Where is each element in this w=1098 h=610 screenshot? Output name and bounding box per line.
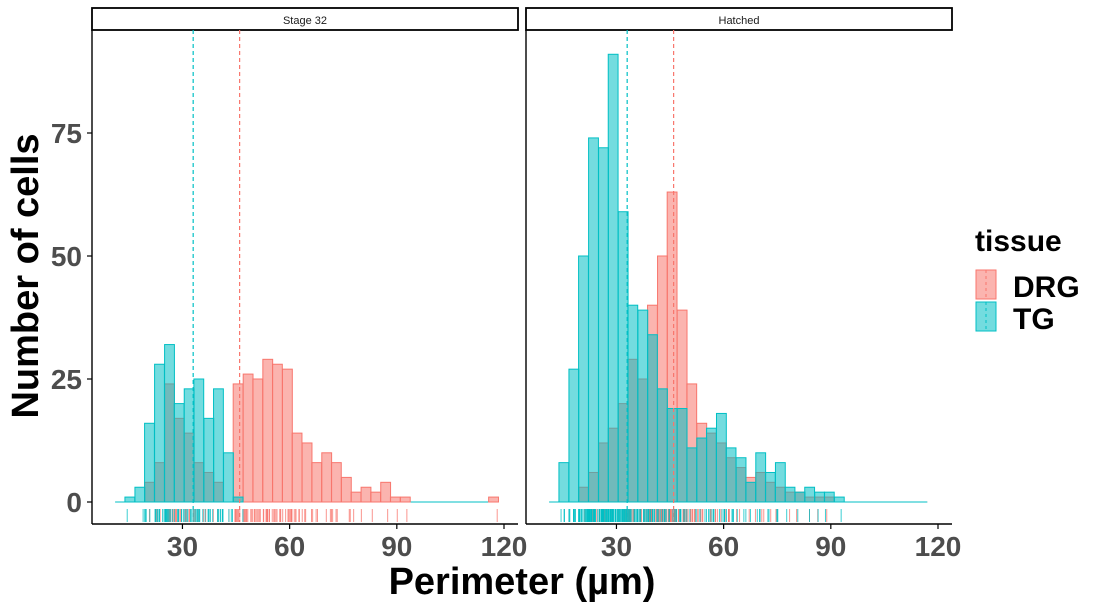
legend-key-drg	[975, 269, 997, 300]
bar-tg	[755, 452, 767, 503]
bar-tg	[134, 486, 146, 503]
bar-tg	[598, 147, 609, 503]
bar-tg	[213, 388, 224, 503]
bar-tg	[657, 388, 668, 503]
bar-tg	[193, 378, 205, 503]
bar-tg	[745, 481, 757, 503]
bar-tg	[144, 422, 155, 503]
x-tick-label: 30	[601, 531, 632, 562]
bar-tg	[686, 447, 698, 503]
bar-drg	[281, 368, 293, 503]
strip-label-hatched: Hatched	[719, 15, 760, 27]
bar-tg	[784, 486, 796, 503]
bar-tg	[823, 491, 835, 503]
bar-tg	[814, 491, 826, 503]
bar-drg	[252, 378, 264, 503]
bar-drg	[350, 491, 362, 503]
bar-tg	[203, 417, 215, 503]
series-tg	[558, 53, 845, 503]
strip-stage-32: Stage 32	[91, 7, 519, 31]
y-tick-label: 25	[51, 364, 82, 395]
x-tick-label: 90	[815, 531, 846, 562]
x-tick-label: 30	[167, 531, 198, 562]
bar-drg	[311, 462, 323, 503]
rug-tg	[560, 509, 842, 522]
bar-drg	[488, 496, 499, 503]
legend-key-tg	[975, 301, 997, 332]
bar-drg	[271, 363, 283, 503]
bar-tg	[124, 496, 136, 503]
bar-drg	[380, 481, 392, 503]
bar-drg	[232, 383, 244, 503]
bar-drg	[301, 442, 313, 503]
bar-drg	[242, 373, 254, 503]
bar-drg	[360, 486, 372, 503]
bar-tg	[715, 412, 727, 503]
bar-drg	[389, 496, 401, 503]
x-axis-title: Perimeter (µm)	[389, 561, 656, 603]
y-tick-label: 0	[66, 487, 82, 518]
bar-tg	[696, 437, 708, 503]
bar-tg	[705, 427, 717, 503]
strip-label-stage-32: Stage 32	[283, 15, 327, 27]
x-axis: 30 60 90 120 30 60 90 120	[167, 524, 961, 562]
legend-label-drg: DRG	[1013, 271, 1080, 304]
panel-stage-32	[91, 30, 518, 525]
bar-tg	[164, 344, 175, 503]
bar-drg	[399, 496, 411, 503]
rug-drg	[148, 509, 498, 522]
bar-tg	[568, 368, 580, 503]
bar-tg	[735, 457, 747, 503]
y-axis-title: Number of cells	[5, 133, 47, 418]
y-axis: 0 25 50 75	[51, 118, 92, 518]
y-tick-label: 50	[51, 241, 82, 272]
bar-tg	[223, 452, 234, 503]
series-tg	[124, 344, 244, 503]
bar-tg	[676, 408, 688, 503]
bar-tg	[666, 408, 678, 503]
y-tick-label: 75	[51, 118, 82, 149]
x-tick-label: 60	[274, 531, 305, 562]
bar-drg	[262, 358, 274, 503]
bar-tg	[764, 471, 776, 503]
bar-tg	[833, 496, 845, 503]
bar-tg	[804, 486, 816, 503]
bar-tg	[607, 53, 619, 503]
bar-drg	[330, 462, 342, 503]
bar-tg	[725, 447, 737, 503]
bar-drg	[291, 432, 303, 503]
bar-tg	[774, 462, 786, 503]
bar-tg	[558, 462, 570, 503]
bar-tg	[173, 403, 185, 503]
bar-tg	[578, 255, 589, 503]
x-tick-label: 60	[708, 531, 739, 562]
bar-tg	[627, 304, 639, 503]
bar-tg	[647, 334, 658, 503]
x-tick-label: 120	[481, 531, 528, 562]
bar-tg	[637, 309, 649, 503]
bar-tg	[794, 491, 806, 503]
x-tick-label: 120	[915, 531, 962, 562]
legend-label-tg: TG	[1013, 303, 1055, 336]
legend-title: tissue	[975, 225, 1062, 258]
bar-drg	[321, 452, 333, 503]
x-tick-label: 90	[381, 531, 412, 562]
rug-tg	[126, 509, 244, 522]
panel-hatched	[525, 30, 952, 525]
legend: tissue DRG TG	[975, 225, 1080, 336]
bar-tg	[154, 363, 165, 503]
rug-drg	[584, 509, 828, 522]
bar-tg	[588, 137, 599, 503]
bar-tg	[232, 496, 244, 503]
bar-drg	[370, 491, 382, 503]
strip-hatched: Hatched	[525, 7, 953, 31]
bar-drg	[340, 476, 352, 503]
